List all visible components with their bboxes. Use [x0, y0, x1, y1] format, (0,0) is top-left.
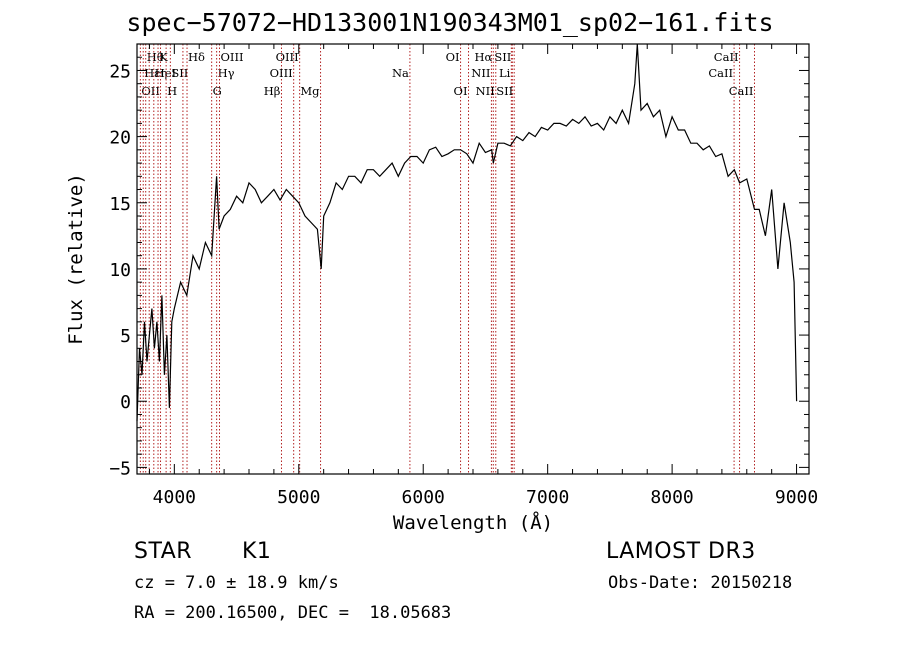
line-label-17: Mg: [300, 84, 320, 98]
x-tick-label-1: 5000: [277, 487, 320, 508]
y-tick-label-4: 15: [109, 194, 131, 215]
line-label-16: OIII: [276, 50, 299, 64]
line-label-20: OI: [454, 84, 468, 98]
line-label-18: Na: [392, 66, 409, 80]
spectrum-line: [136, 43, 798, 422]
line-label-21: NII: [471, 66, 490, 80]
line-label-28: CaII: [714, 50, 739, 64]
line-label-10: Hδ: [188, 50, 205, 64]
line-label-5: K: [159, 50, 168, 64]
x-axis-label: Wavelength (Å): [392, 512, 554, 534]
line-label-22: Hα: [474, 50, 492, 64]
line-label-24: Li: [499, 66, 511, 80]
x-tick-label-4: 8000: [650, 487, 693, 508]
line-label-11: G: [213, 84, 222, 98]
x-tick-label-5: 9000: [775, 487, 818, 508]
coordinates: RA = 200.16500, DEC = 18.05683: [134, 603, 452, 623]
x-tick-label-3: 7000: [526, 487, 569, 508]
y-tick-label-3: 10: [109, 260, 131, 281]
line-label-13: OIII: [221, 50, 244, 64]
line-label-19: OI: [446, 50, 460, 64]
line-label-12: Hγ: [218, 66, 235, 80]
y-axis-label: Flux (relative): [65, 173, 87, 345]
line-label-26: SII: [496, 84, 513, 98]
chart-title: spec−57072−HD133001N190343M01_sp02−161.f…: [126, 8, 774, 37]
line-label-1: Hεη: [144, 66, 167, 80]
spectrum-chart: OIIHεηHθHeIKHSIIHδGHγOIIIHβOIIIOIIIMgNaO…: [109, 43, 818, 508]
y-tick-label-1: 0: [120, 392, 131, 413]
line-label-15: OIII: [270, 66, 293, 80]
line-label-27: CaII: [708, 66, 733, 80]
survey-name: LAMOST DR3: [606, 539, 756, 564]
line-label-23: NII: [476, 84, 495, 98]
x-tick-label-2: 6000: [402, 487, 445, 508]
line-label-7: H: [167, 84, 177, 98]
emission-line-markers: OIIHεηHθHeIKHSIIHδGHγOIIIHβOIIIOIIIMgNaO…: [139, 44, 755, 474]
obs-date: Obs-Date: 20150218: [608, 573, 793, 593]
y-tick-label-5: 20: [109, 128, 131, 149]
line-label-25: SII: [494, 50, 511, 64]
axis-ticks: 4000 5000 6000 7000 8000 9000 −5 0 5 10 15 20 25: [109, 43, 818, 508]
subclass: K1: [242, 539, 272, 564]
y-tick-label-0: −5: [109, 458, 131, 479]
y-tick-label-6: 25: [109, 61, 131, 82]
line-label-2: Hθ: [147, 50, 164, 64]
redshift-info: cz = 7.0 ± 18.9 km/s: [134, 573, 339, 593]
line-label-0: OII: [141, 84, 160, 98]
y-tick-label-2: 5: [120, 326, 131, 347]
line-label-8: SII: [171, 66, 188, 80]
x-tick-label-0: 4000: [153, 487, 196, 508]
plot-frame: [136, 43, 810, 475]
object-type: STAR: [134, 539, 193, 564]
line-label-29: CaII: [729, 84, 754, 98]
line-label-14: Hβ: [264, 84, 281, 98]
